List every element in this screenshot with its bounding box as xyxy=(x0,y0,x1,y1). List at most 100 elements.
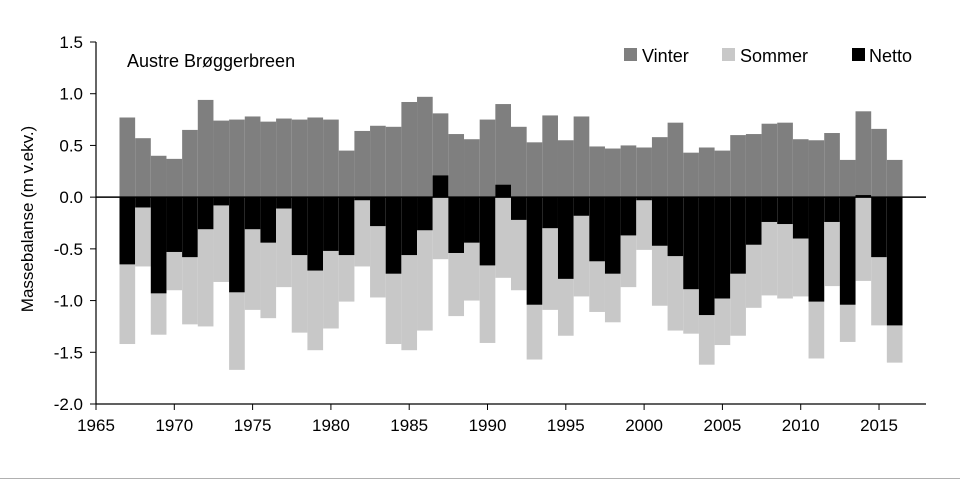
bar-sommer-2014 xyxy=(855,197,872,281)
bar-vinter-1989 xyxy=(464,139,480,198)
bar-netto-2011 xyxy=(808,197,825,302)
bar-vinter-1971 xyxy=(182,129,198,198)
bar-netto-1970 xyxy=(166,197,183,252)
bar-netto-1999 xyxy=(620,197,637,236)
bar-sommer-1972 xyxy=(197,197,214,327)
bar-netto-1986 xyxy=(417,197,433,231)
bar-netto-1987 xyxy=(432,175,449,198)
x-tick-label: 2015 xyxy=(860,416,898,435)
bar-vinter-1967 xyxy=(119,117,136,198)
y-tick-label: -1.0 xyxy=(54,292,83,311)
bar-vinter-1972 xyxy=(197,99,214,198)
legend: Vinter Sommer Netto xyxy=(624,46,912,66)
bar-netto-1974 xyxy=(229,197,245,293)
bar-netto-1984 xyxy=(385,197,402,274)
x-tick-label: 2005 xyxy=(704,416,742,435)
bar-sommer-1992 xyxy=(511,197,527,291)
bar-netto-1988 xyxy=(448,197,465,253)
bar-vinter-2000 xyxy=(636,147,652,198)
chart-title: Austre Brøggerbreen xyxy=(127,51,295,71)
bar-netto-1971 xyxy=(182,197,198,258)
bar-netto-1981 xyxy=(338,197,355,256)
bar-vinter-2011 xyxy=(808,140,825,198)
bar-vinter-2013 xyxy=(839,159,856,198)
bar-vinter-1976 xyxy=(260,121,277,198)
bar-netto-2010 xyxy=(792,197,809,239)
bar-netto-1982 xyxy=(354,197,371,201)
bar-vinter-1984 xyxy=(385,126,402,198)
bar-netto-1994 xyxy=(542,197,558,229)
bar-vinter-1981 xyxy=(338,150,355,198)
bar-netto-1980 xyxy=(323,197,339,251)
legend-swatch-sommer xyxy=(722,48,735,61)
bar-vinter-2015 xyxy=(871,128,887,198)
bar-sommer-1991 xyxy=(495,197,511,278)
bar-netto-1991 xyxy=(495,184,511,198)
legend-swatch-vinter xyxy=(624,48,637,61)
bar-sommer-1996 xyxy=(573,197,590,297)
legend-swatch-netto xyxy=(852,48,865,61)
bar-vinter-1994 xyxy=(542,115,558,198)
bar-vinter-1979 xyxy=(307,117,324,198)
x-tick-label: 1970 xyxy=(155,416,193,435)
bar-netto-1973 xyxy=(213,197,230,206)
bar-netto-1983 xyxy=(370,197,386,227)
bar-vinter-1968 xyxy=(135,138,151,198)
bar-vinter-1982 xyxy=(354,130,371,198)
bar-vinter-2010 xyxy=(792,139,809,198)
y-tick-label: -1.5 xyxy=(54,343,83,362)
bar-netto-1969 xyxy=(150,197,167,294)
bar-netto-1992 xyxy=(511,197,527,220)
bar-vinter-1969 xyxy=(150,155,167,198)
bar-vinter-1985 xyxy=(401,101,418,198)
bar-vinter-2005 xyxy=(714,150,731,198)
bars-layer xyxy=(119,96,903,370)
bar-vinter-2004 xyxy=(698,147,715,198)
bar-netto-1977 xyxy=(276,197,292,209)
bar-vinter-2016 xyxy=(886,159,903,198)
bar-netto-2005 xyxy=(714,197,731,299)
x-tick-label: 1980 xyxy=(312,416,350,435)
bar-sommer-1973 xyxy=(213,197,230,282)
bar-sommer-2000 xyxy=(636,197,652,250)
bar-vinter-1983 xyxy=(370,125,386,198)
bar-netto-2006 xyxy=(730,197,746,274)
bar-vinter-2008 xyxy=(761,123,778,198)
bar-netto-1996 xyxy=(573,197,590,216)
bar-vinter-1988 xyxy=(448,134,465,198)
bar-vinter-2009 xyxy=(777,122,793,198)
bar-vinter-1975 xyxy=(244,116,261,198)
y-tick-label: -2.0 xyxy=(54,395,83,414)
bar-netto-2002 xyxy=(667,197,684,257)
bar-vinter-1999 xyxy=(620,145,637,198)
bar-netto-2013 xyxy=(839,197,856,305)
bar-netto-2000 xyxy=(636,197,652,201)
bar-vinter-1998 xyxy=(604,148,621,198)
bar-netto-1978 xyxy=(291,197,308,256)
bar-netto-1995 xyxy=(557,197,574,279)
bar-vinter-1986 xyxy=(417,96,433,198)
y-tick-label: -0.5 xyxy=(54,240,83,259)
bar-vinter-2014 xyxy=(855,111,872,198)
bar-vinter-1970 xyxy=(166,158,183,198)
bar-netto-2014 xyxy=(855,195,872,198)
bar-netto-2015 xyxy=(871,197,887,258)
bar-netto-1998 xyxy=(604,197,621,274)
x-tick-label: 1975 xyxy=(234,416,272,435)
bar-vinter-2002 xyxy=(667,122,684,198)
legend-label-vinter: Vinter xyxy=(642,46,689,66)
bar-netto-1976 xyxy=(260,197,277,243)
bar-netto-1993 xyxy=(526,197,543,305)
bar-vinter-1980 xyxy=(323,119,339,198)
x-tick-label: 1965 xyxy=(77,416,115,435)
bar-sommer-1982 xyxy=(354,197,371,267)
bar-sommer-1987 xyxy=(432,197,449,260)
legend-label-sommer: Sommer xyxy=(740,46,808,66)
bar-vinter-2012 xyxy=(824,133,840,198)
bar-netto-1985 xyxy=(401,197,418,256)
bar-vinter-1992 xyxy=(511,126,527,198)
bar-netto-2012 xyxy=(824,197,840,222)
bar-sommer-1968 xyxy=(135,197,151,267)
bar-netto-1979 xyxy=(307,197,324,271)
bar-vinter-1991 xyxy=(495,104,511,198)
